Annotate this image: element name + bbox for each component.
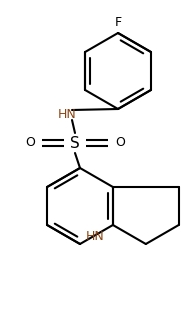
Text: HN: HN: [85, 230, 104, 244]
Text: HN: HN: [58, 109, 77, 122]
Text: F: F: [114, 16, 122, 30]
Text: S: S: [70, 136, 80, 151]
Text: O: O: [25, 137, 35, 150]
Text: O: O: [115, 137, 125, 150]
